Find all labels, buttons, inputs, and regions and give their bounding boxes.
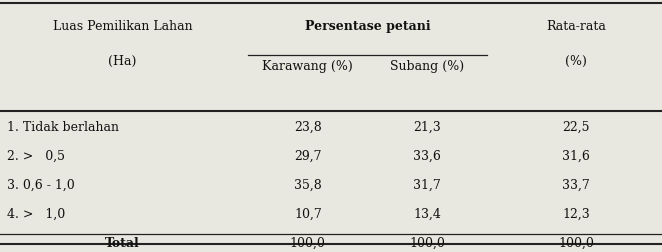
Text: 31,6: 31,6: [562, 150, 590, 163]
Text: 100,0: 100,0: [558, 237, 594, 250]
Text: 4. >   1,0: 4. > 1,0: [7, 208, 65, 221]
Text: Persentase petani: Persentase petani: [305, 20, 430, 33]
Text: 33,6: 33,6: [413, 150, 441, 163]
Text: 100,0: 100,0: [409, 237, 445, 250]
Text: 22,5: 22,5: [562, 121, 590, 134]
Text: Rata-rata: Rata-rata: [546, 20, 606, 33]
Text: (Ha): (Ha): [109, 55, 136, 69]
Text: (%): (%): [565, 55, 587, 69]
Text: 10,7: 10,7: [294, 208, 322, 221]
Text: Karawang (%): Karawang (%): [262, 60, 354, 74]
Text: 100,0: 100,0: [290, 237, 326, 250]
Text: 13,4: 13,4: [413, 208, 441, 221]
Text: Luas Pemilikan Lahan: Luas Pemilikan Lahan: [53, 20, 192, 33]
Text: 23,8: 23,8: [294, 121, 322, 134]
Text: 35,8: 35,8: [294, 179, 322, 192]
Text: 21,3: 21,3: [413, 121, 441, 134]
Text: 1. Tidak berlahan: 1. Tidak berlahan: [7, 121, 118, 134]
Text: Total: Total: [105, 237, 140, 250]
Text: Subang (%): Subang (%): [390, 60, 464, 74]
Text: 3. 0,6 - 1,0: 3. 0,6 - 1,0: [7, 179, 74, 192]
Text: 29,7: 29,7: [294, 150, 322, 163]
Text: 33,7: 33,7: [562, 179, 590, 192]
Text: 2. >   0,5: 2. > 0,5: [7, 150, 65, 163]
Text: 12,3: 12,3: [562, 208, 590, 221]
Text: 31,7: 31,7: [413, 179, 441, 192]
